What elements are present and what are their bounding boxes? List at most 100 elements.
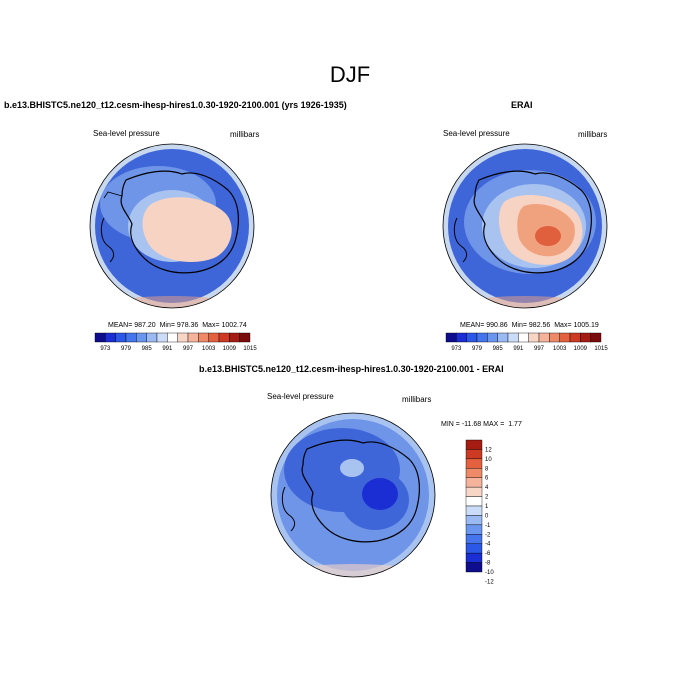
colorbar-1-tick-label: 1003 (202, 346, 216, 352)
colorbar-3-tick-label: -1 (485, 523, 491, 529)
colorbar-3-swatch (465, 468, 483, 478)
colorbar-3-tick-label: -6 (485, 551, 491, 557)
colorbar-1-tick-label: 997 (183, 346, 194, 352)
map-1-boundary (89, 143, 255, 309)
map-1-peninsula (103, 191, 123, 199)
colorbar-2-swatch (528, 332, 540, 343)
colorbar-3-swatch (465, 496, 483, 507)
colorbar-3-tick-label: -2 (485, 532, 491, 538)
colorbar-2-swatch (497, 332, 509, 343)
map-1-high-pressure-dome (142, 197, 232, 262)
colorbar-3-tick-label: -4 (485, 542, 491, 548)
colorbar-3-tick-label: 10 (485, 457, 492, 463)
colorbar-1-swatch (156, 332, 168, 343)
colorbar-2-swatch (580, 332, 591, 343)
colorbar-3-tick-label: 2 (485, 495, 489, 501)
colorbar-3-tick-label: -12 (485, 579, 494, 585)
map-3-negative-anomaly-core (362, 478, 398, 510)
colorbar-2-swatch (518, 332, 529, 343)
colorbar-1-swatch (239, 332, 251, 343)
colorbar-2-tick-label: 973 (451, 346, 462, 352)
colorbar-2-swatch (507, 332, 519, 343)
colorbar-3-tick-label: 12 (485, 447, 492, 453)
colorbar-2: 973 979 985 991 997 1003 1009 1015 (445, 332, 608, 352)
colorbar-3-swatch (465, 486, 483, 497)
colorbar-3-swatch (465, 449, 483, 460)
colorbar-1: 973 979 985 991 997 1003 1009 1015 (94, 332, 257, 352)
colorbar-3-tick-label: 1 (485, 504, 489, 510)
panel-1-stats: MEAN= 987.20 Min= 978.36 Max= 1002.74 (108, 322, 247, 329)
colorbar-2-swatch (590, 332, 602, 343)
panel-3-variable: Sea-level pressure (267, 392, 334, 401)
colorbar-1-swatch (177, 332, 189, 343)
colorbar-1-swatch (187, 332, 199, 343)
colorbar-2-swatch (538, 332, 550, 343)
colorbar-2-tick-label: 1009 (574, 346, 588, 352)
colorbar-3-swatch (465, 524, 483, 535)
panel-2-title: ERAI (511, 100, 533, 110)
colorbar-2-tick-label: 985 (493, 346, 504, 352)
colorbar-1-swatch (125, 332, 137, 343)
map-2-high-pressure-max (535, 226, 561, 246)
colorbar-1-swatch (105, 332, 116, 343)
colorbar-1-tick-label: 1015 (243, 346, 257, 352)
colorbar-3-swatch (465, 439, 483, 450)
map-3-positive-anomaly-band (283, 564, 423, 577)
colorbar-1-tick-label: 973 (100, 346, 111, 352)
colorbar-1-swatch (94, 332, 106, 343)
colorbar-3-tick-label: 6 (485, 476, 489, 482)
colorbar-2-swatch (466, 332, 478, 343)
colorbar-2-swatch (456, 332, 467, 343)
map-3-boundary (270, 412, 436, 578)
map-3-weak-anomaly-patch (340, 459, 364, 477)
colorbar-2-tick-label: 997 (534, 346, 545, 352)
map-1-south-america-coast (100, 217, 115, 263)
colorbar-3-tick-label: 0 (485, 513, 489, 519)
colorbar-3-swatch (465, 505, 483, 516)
colorbar-2-swatch (549, 332, 560, 343)
map-2-antarctic-coastline (473, 170, 592, 274)
panel-2-stats: MEAN= 990.86 Min= 982.56 Max= 1005.19 (460, 322, 599, 329)
panel-2-units: millibars (578, 130, 608, 139)
figure-title: DJF (329, 62, 371, 87)
colorbar-1-swatch (198, 332, 209, 343)
map-3-south-america-coast (281, 486, 296, 532)
colorbar-2-tick-label: 1003 (553, 346, 567, 352)
panel-3-units: millibars (402, 395, 432, 404)
colorbar-2-swatch (445, 332, 457, 343)
map-2-subtropical-high (465, 296, 585, 308)
colorbar-2-swatch (559, 332, 571, 343)
colorbar-3-swatch (465, 543, 483, 554)
colorbar-2-swatch (569, 332, 581, 343)
colorbar-3-swatch (465, 534, 483, 544)
panel-3-stats: MIN = -11.68 MAX = 1.77 (441, 421, 522, 428)
colorbar-2-tick-label: 979 (472, 346, 483, 352)
colorbar-1-swatch (167, 332, 178, 343)
colorbar-3-tick-label: 8 (485, 466, 489, 472)
colorbar-2-tick-label: 1015 (594, 346, 608, 352)
colorbar-3-swatch (465, 477, 483, 488)
colorbar-3-swatch (465, 552, 483, 563)
map-panel-3 (270, 412, 436, 578)
colorbar-1-tick-label: 985 (142, 346, 153, 352)
panel-1-variable: Sea-level pressure (93, 129, 160, 138)
colorbar-1-swatch (146, 332, 158, 343)
colorbar-1-swatch (208, 332, 220, 343)
map-1-antarctic-coastline (120, 170, 239, 274)
colorbar-1-tick-label: 991 (162, 346, 173, 352)
colorbar-3-swatch (465, 458, 483, 469)
map-2-south-america-coast (453, 217, 468, 263)
map-3-antarctic-coastline (301, 439, 420, 543)
colorbar-3-swatch (465, 515, 483, 526)
map-2-boundary (442, 143, 608, 309)
colorbar-2-swatch (476, 332, 488, 343)
map-panel-2 (442, 143, 608, 309)
colorbar-1-tick-label: 979 (121, 346, 132, 352)
panel-1-units: millibars (230, 130, 260, 139)
map-panel-1 (89, 143, 255, 309)
colorbar-3-swatch (465, 562, 483, 573)
colorbar-3-tick-label: -10 (485, 570, 494, 576)
colorbar-3-tick-label: -8 (485, 561, 491, 567)
